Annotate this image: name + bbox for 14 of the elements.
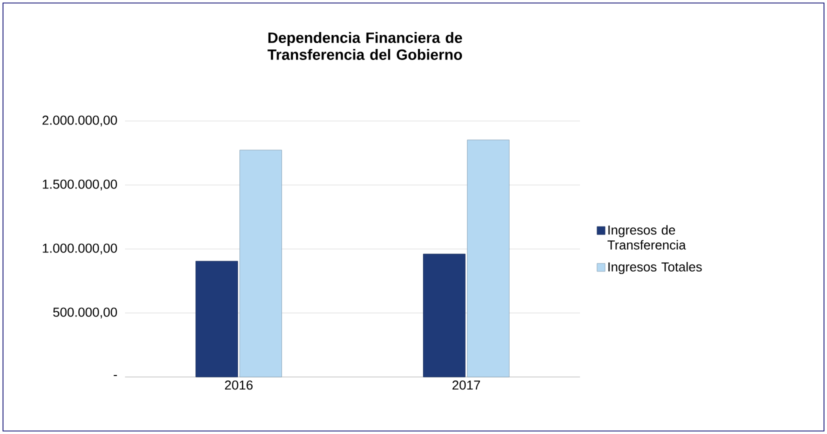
bar — [467, 140, 510, 378]
bar — [196, 260, 238, 378]
y-tick-label: 1.500.000,00 — [42, 180, 117, 190]
bar — [423, 254, 466, 378]
chart-title: Dependencia Financiera de Transferencia del Gobierno — [268, 32, 462, 60]
x-tick-label: 2017 — [452, 380, 480, 390]
x-tick-label: 2016 — [225, 380, 253, 390]
bar — [240, 150, 282, 378]
y-tick-label: 1.000.000,00 — [42, 244, 117, 254]
y-tick-label: - — [114, 375, 117, 376]
y-tick-label: 2.000.000,00 — [42, 116, 117, 126]
y-tick-label: 500.000,00 — [53, 308, 117, 318]
legend-label: Ingresos de Transferencia — [608, 225, 686, 250]
legend-label: Ingresos Totales — [608, 262, 702, 274]
